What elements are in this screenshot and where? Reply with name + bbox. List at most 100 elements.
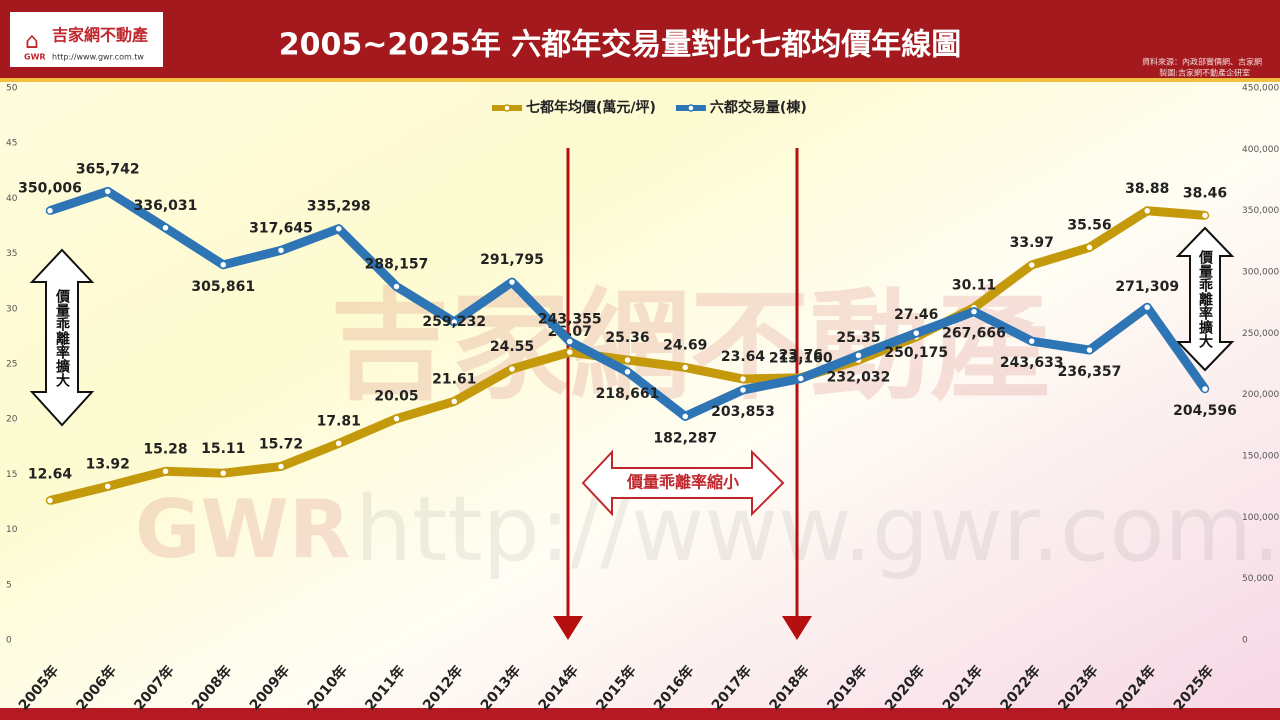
y-tick-label: 15	[6, 470, 17, 480]
data-label: 213,160	[769, 351, 833, 367]
point	[392, 282, 401, 291]
y-tick-label: 35	[6, 249, 17, 259]
point	[681, 363, 690, 372]
data-label: 35.56	[1067, 217, 1111, 233]
data-label: 350,006	[18, 181, 82, 197]
data-label: 336,031	[134, 198, 198, 214]
data-label: 305,861	[191, 279, 255, 295]
data-label: 218,661	[596, 386, 660, 402]
chart-title: 2005~2025年 六都年交易量對比七都均價年線圖	[279, 28, 962, 63]
point	[276, 462, 286, 471]
point	[681, 412, 690, 421]
title-bar	[0, 0, 1280, 78]
point	[161, 223, 170, 233]
data-label: 25.36	[605, 330, 649, 346]
y-tick-label: 25	[6, 360, 17, 370]
data-label: 243,355	[538, 311, 602, 327]
point	[1027, 336, 1036, 346]
legend-marker	[687, 104, 695, 112]
y-tick-label: 50	[6, 84, 18, 94]
point	[1085, 345, 1094, 355]
point	[161, 467, 170, 476]
y-tick-label: 30	[6, 304, 18, 314]
point	[450, 317, 459, 327]
data-label: 25.35	[836, 330, 880, 346]
watermark-short: GWR	[135, 483, 351, 576]
point	[507, 364, 517, 374]
data-label: 24.69	[663, 337, 707, 353]
data-label: 317,645	[249, 220, 313, 236]
data-label: 23.76	[779, 348, 823, 364]
point	[219, 260, 228, 270]
data-label: 182,287	[653, 430, 717, 446]
data-label: 13.92	[86, 456, 130, 472]
widen-arrow	[29, 248, 95, 427]
legend-marker	[503, 104, 511, 112]
point	[103, 187, 112, 196]
watermark: 吉家網不動產 GWR http://www.gwr.com.tw	[135, 278, 1280, 582]
y-tick-label: 0	[6, 636, 12, 646]
data-label: 15.72	[259, 436, 303, 452]
data-label: 232,032	[827, 369, 891, 385]
data-label: 21.61	[432, 371, 476, 387]
point	[1143, 302, 1152, 312]
point	[1143, 206, 1152, 216]
point	[45, 206, 55, 215]
data-label: 12.64	[28, 466, 73, 482]
point	[623, 355, 632, 365]
data-label: 288,157	[365, 257, 429, 273]
logo-box	[10, 12, 163, 67]
annotation: 價量乖離率擴大	[1197, 249, 1214, 349]
data-label: 38.46	[1183, 185, 1227, 201]
y2-tick-label: 300,000	[1242, 268, 1279, 278]
data-label: 259,232	[422, 314, 486, 330]
data-label: 38.88	[1125, 181, 1169, 197]
y2-tick-label: 50,000	[1242, 574, 1274, 584]
point	[738, 385, 748, 395]
data-label: 15.11	[201, 441, 245, 457]
point	[334, 439, 343, 448]
point	[103, 482, 112, 491]
data-label: 271,309	[1115, 279, 1179, 295]
data-label: 335,298	[307, 199, 371, 215]
point	[565, 347, 574, 357]
logo-icon: ⌂	[25, 29, 39, 54]
data-label: 23.64	[721, 349, 766, 365]
point	[1027, 260, 1036, 270]
legend-label: 七都年均價(萬元/坪)	[526, 99, 656, 116]
point	[738, 374, 748, 384]
bottom-bar	[0, 708, 1280, 720]
data-label: 15.28	[143, 441, 187, 457]
logo-short: GWR	[24, 53, 46, 62]
data-label: 17.81	[317, 413, 361, 429]
watermark-name: 吉家網不動產	[330, 278, 1050, 417]
source: 資料來源：內政部實價網、吉家網	[1142, 57, 1262, 67]
logo-name: 吉家網不動產	[52, 26, 148, 45]
data-label: 24.55	[490, 339, 534, 355]
data-label: 365,742	[76, 161, 140, 177]
y-tick-label: 45	[6, 139, 17, 149]
annotation: 價量乖離率擴大	[54, 288, 71, 388]
point	[912, 328, 921, 338]
point	[796, 374, 805, 383]
y2-tick-label: 100,000	[1242, 513, 1279, 523]
y2-tick-label: 350,000	[1242, 206, 1279, 216]
title-stripe	[0, 78, 1280, 82]
point	[854, 351, 863, 360]
point	[334, 224, 343, 233]
annotation: 價量乖離率縮小	[626, 473, 739, 492]
y2-tick-label: 450,000	[1242, 84, 1279, 94]
data-label: 267,666	[942, 326, 1006, 342]
widen-arrow	[1175, 226, 1235, 372]
legend-label: 六都交易量(棟)	[710, 99, 807, 116]
point	[1200, 384, 1210, 394]
data-label: 203,853	[711, 404, 775, 420]
point	[623, 367, 632, 377]
data-label: 33.97	[1010, 235, 1054, 251]
data-label: 27.46	[894, 307, 938, 323]
point	[565, 337, 574, 346]
data-label: 30.11	[952, 278, 996, 294]
y-tick-label: 10	[6, 525, 18, 535]
data-label: 291,795	[480, 252, 544, 268]
